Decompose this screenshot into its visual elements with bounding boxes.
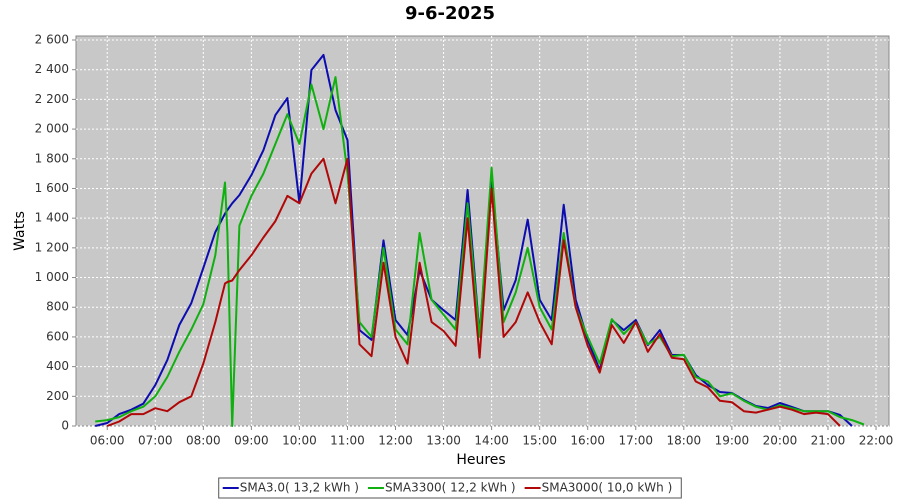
legend-label: SMA3300( 12,2 kWh ) <box>385 481 516 495</box>
series-line <box>106 157 841 427</box>
x-tick-label: 07:00 <box>138 434 173 448</box>
y-tick-label: 2 600 <box>35 33 69 47</box>
x-tick-label: 09:00 <box>234 434 269 448</box>
y-tick-label: 600 <box>46 329 69 343</box>
y-tick-label: 400 <box>46 359 69 373</box>
x-tick-label: 19:00 <box>715 434 750 448</box>
x-tick-label: 06:00 <box>90 434 125 448</box>
x-tick-label: 18:00 <box>667 434 702 448</box>
x-tick-label: 11:00 <box>330 434 365 448</box>
x-tick-label: 17:00 <box>618 434 653 448</box>
y-tick-label: 1 800 <box>35 151 69 165</box>
x-tick-label: 22:00 <box>859 434 894 448</box>
y-tick-label: 2 400 <box>35 62 69 76</box>
y-axis-label: Watts <box>12 211 28 251</box>
x-tick-label: 13:00 <box>426 434 461 448</box>
y-tick-label: 2 000 <box>35 122 69 136</box>
chart-title: 9-6-2025 <box>405 3 495 24</box>
y-tick-label: 1 200 <box>35 240 69 254</box>
x-tick-label: 15:00 <box>522 434 557 448</box>
y-tick-label: 0 <box>61 419 69 433</box>
y-tick-label: 1 400 <box>35 211 69 225</box>
y-tick-label: 200 <box>46 389 69 403</box>
x-tick-label: 08:00 <box>186 434 221 448</box>
legend-box <box>218 477 682 499</box>
x-tick-label: 20:00 <box>763 434 798 448</box>
legend-label: SMA3000( 10,0 kWh ) <box>542 481 673 495</box>
y-tick-label: 1 000 <box>35 270 69 284</box>
x-tick-label: 14:00 <box>474 434 509 448</box>
series-line <box>94 53 853 427</box>
x-axis-label: Heures <box>456 452 505 468</box>
x-tick-label: 10:00 <box>282 434 317 448</box>
series-line <box>95 76 865 427</box>
y-tick-label: 1 600 <box>35 181 69 195</box>
plot-area <box>75 35 890 427</box>
legend-label: SMA3.0( 13,2 kWh ) <box>240 481 359 495</box>
x-tick-label: 21:00 <box>811 434 846 448</box>
y-tick-label: 2 200 <box>35 92 69 106</box>
y-tick-label: 800 <box>46 300 69 314</box>
legend: SMA3.0( 13,2 kWh ) SMA3300( 12,2 kWh ) SMA… <box>218 477 682 499</box>
x-tick-label: 16:00 <box>570 434 605 448</box>
x-tick-label: 12:00 <box>378 434 413 448</box>
